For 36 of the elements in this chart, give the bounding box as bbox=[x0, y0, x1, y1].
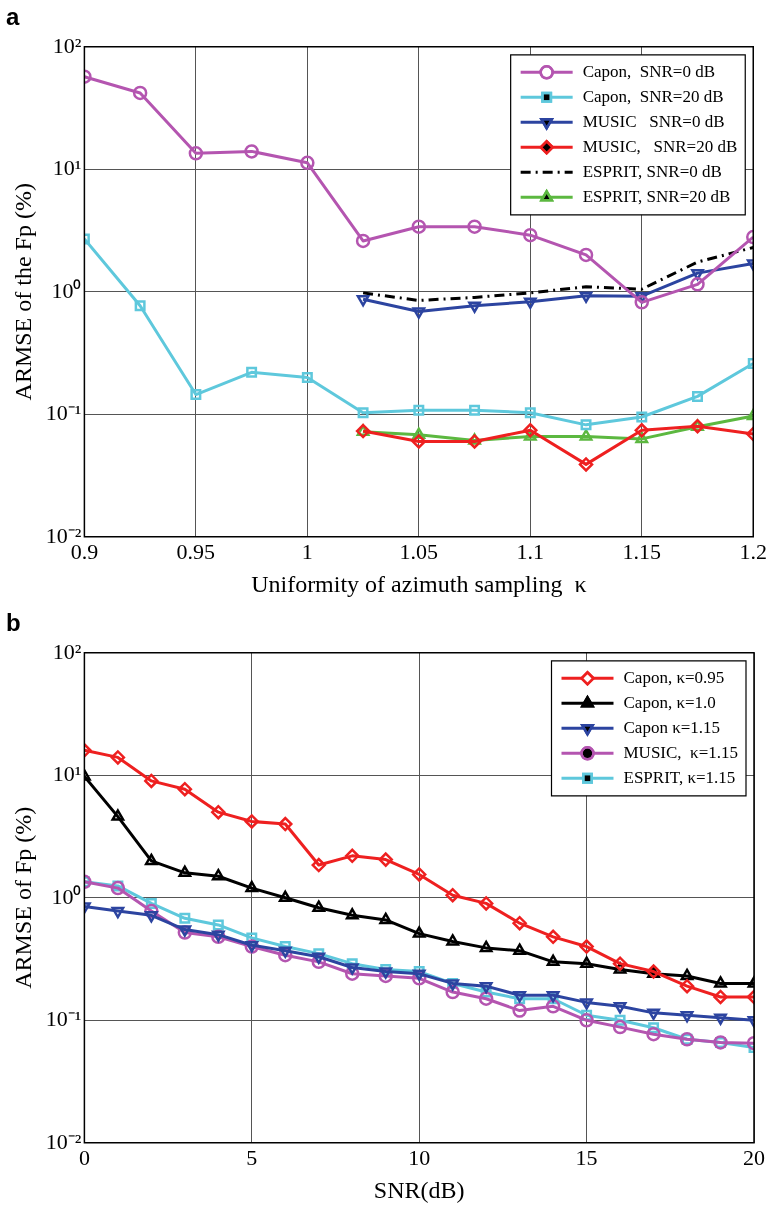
x-tick-label: 10 bbox=[408, 1144, 431, 1170]
y-tick-label: 10⁰ bbox=[51, 277, 82, 303]
x-tick-label: 0.95 bbox=[176, 538, 216, 564]
legend-label: Capon κ=1.15 bbox=[623, 717, 721, 737]
x-axis-title: SNR(dB) bbox=[373, 1176, 465, 1203]
x-tick-label: 1.15 bbox=[622, 538, 662, 564]
y-axis-title: ARMSE of the Fp (%) bbox=[9, 183, 36, 401]
y-tick-label: 10¹ bbox=[52, 761, 82, 787]
x-tick-label: 1.2 bbox=[739, 538, 767, 564]
x-tick-label: 0 bbox=[78, 1144, 90, 1170]
legend-label: MUSIC SNR=0 dB bbox=[582, 111, 725, 131]
y-tick-label: 10⁻¹ bbox=[45, 400, 82, 426]
legend-label: MUSIC, SNR=20 dB bbox=[582, 136, 738, 156]
x-tick-label: 1.05 bbox=[399, 538, 439, 564]
y-tick-label: 10¹ bbox=[52, 155, 82, 181]
x-tick-label: 5 bbox=[246, 1144, 258, 1170]
y-tick-label: 10² bbox=[52, 32, 82, 58]
y-tick-label: 10² bbox=[52, 638, 82, 664]
legend-label: Capon, SNR=0 dB bbox=[582, 61, 716, 81]
y-tick-label: 10⁰ bbox=[51, 883, 82, 909]
x-tick-label: 20 bbox=[743, 1144, 765, 1170]
legend-label: Capon, κ=0.95 bbox=[623, 667, 725, 687]
y-tick-label: 10⁻¹ bbox=[45, 1006, 82, 1032]
chart-title: a bbox=[6, 3, 20, 31]
x-tick-label: 1.1 bbox=[516, 538, 545, 564]
x-tick-label: 1 bbox=[301, 538, 313, 564]
chart-title: b bbox=[6, 609, 21, 637]
legend-label: Capon, κ=1.0 bbox=[623, 692, 716, 712]
legend-label: ESPRIT, κ=1.15 bbox=[623, 767, 736, 787]
legend-label: Capon, SNR=20 dB bbox=[582, 86, 724, 106]
x-axis-title: Uniformity of azimuth sampling κ bbox=[251, 570, 587, 597]
legend-label: ESPRIT, SNR=20 dB bbox=[582, 186, 731, 206]
legend-label: ESPRIT, SNR=0 dB bbox=[582, 161, 722, 181]
legend-label: MUSIC, κ=1.15 bbox=[623, 742, 739, 762]
x-tick-label: 15 bbox=[575, 1144, 598, 1170]
y-axis-title: ARMSE of Fp (%) bbox=[9, 806, 36, 989]
